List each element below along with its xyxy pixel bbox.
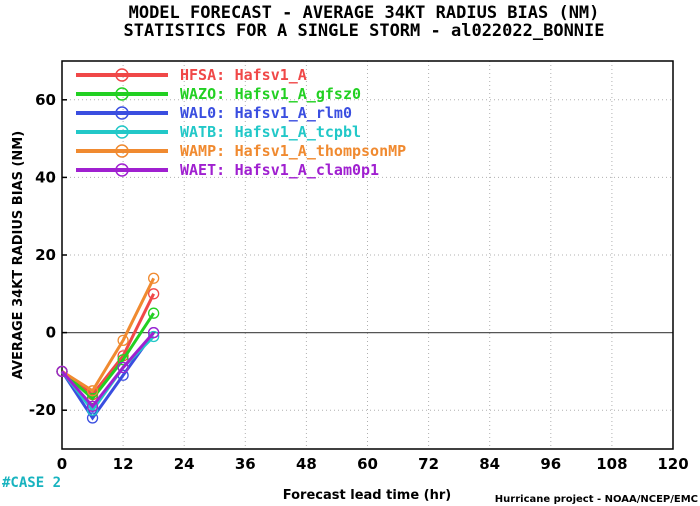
y-tick-label: 40 (35, 168, 56, 186)
plot-frame (61, 60, 674, 450)
legend-entry: HFSA: Hafsv1_A (76, 66, 307, 84)
data-point (147, 272, 160, 284)
legend-code: WAET: (180, 161, 225, 179)
legend-swatch-marker (115, 87, 129, 101)
data-point (86, 400, 99, 412)
x-tick-label: 48 (296, 455, 317, 473)
legend-code: WAMP: (180, 142, 225, 160)
y-axis-label: AVERAGE 34KT RADIUS BIAS (NM) (11, 131, 26, 379)
legend-entry: WAET: Hafsv1_A_clam0p1 (76, 161, 379, 179)
legend-name: Hafsv1_A_gfsz0 (235, 85, 361, 103)
legend-code: WAL0: (180, 104, 225, 122)
legend-swatch-marker (115, 163, 129, 177)
y-tick-label: 20 (35, 246, 56, 264)
legend-code: HFSA: (180, 66, 225, 84)
legend-swatch-marker (115, 144, 129, 158)
legend-entry: WATB: Hafsv1_A_tcpbl (76, 123, 361, 141)
legend-swatch-marker (115, 106, 129, 120)
data-point (86, 385, 99, 397)
data-point (117, 361, 129, 374)
legend-name: Hafsv1_A_rlm0 (235, 104, 352, 122)
y-tick-label: 60 (35, 91, 56, 109)
legend-entry: WAZO: Hafsv1_A_gfsz0 (76, 85, 361, 103)
legend: HFSA: Hafsv1_A WAZO: Hafsv1_A_gfsz0 WAL0: Haf… (76, 66, 406, 179)
x-tick-label: 0 (57, 455, 67, 473)
x-tick-label: 96 (540, 455, 561, 473)
legend-entry: WAMP: Hafsv1_A_thompsonMP (76, 142, 406, 160)
x-tick-label: 108 (596, 455, 627, 473)
legend-swatch-marker (115, 125, 129, 139)
grid (62, 61, 673, 449)
data-point (86, 412, 99, 424)
x-tick-label: 72 (418, 455, 439, 473)
series-line (61, 312, 155, 401)
chart-title: MODEL FORECAST - AVERAGE 34KT RADIUS BIA… (129, 3, 600, 23)
x-tick-label: 36 (235, 455, 256, 473)
x-tick-label: 84 (479, 455, 500, 473)
legend-entry: WAL0: Hafsv1_A_rlm0 (76, 104, 352, 122)
ticks: 0 12 24 36 48 60 72 84 96 108 120 -20 0 20 40 60 (29, 91, 689, 473)
legend-name: Hafsv1_A (235, 66, 307, 84)
data-point (147, 326, 160, 339)
x-tick-label: 12 (113, 455, 134, 473)
x-tick-label: 60 (357, 455, 378, 473)
series-line (60, 331, 155, 409)
x-tick-label: 120 (657, 455, 688, 473)
y-tick-label: 0 (46, 324, 56, 342)
y-tick-label: -20 (29, 401, 56, 419)
x-axis-label: Forecast lead time (hr) (283, 488, 451, 503)
data-point (56, 365, 68, 378)
data-point (147, 307, 160, 319)
series-waet (56, 326, 160, 412)
case-label: #CASE 2 (2, 475, 61, 491)
x-tick-label: 24 (174, 455, 195, 473)
legend-name: Hafsv1_A_thompsonMP (235, 142, 407, 160)
data-point (117, 334, 129, 347)
data-point (147, 288, 160, 300)
chart-subtitle: STATISTICS FOR A SINGLE STORM - al022022… (123, 21, 604, 41)
legend-swatch-marker (115, 68, 129, 82)
series (56, 272, 160, 424)
series-line (61, 277, 155, 393)
legend-name: Hafsv1_A_tcpbl (235, 123, 361, 141)
legend-name: Hafsv1_A_clam0p1 (235, 161, 380, 179)
footer-credit: Hurricane project - NOAA/NCEP/EMC (495, 494, 698, 505)
legend-code: WATB: (180, 123, 225, 141)
legend-code: WAZO: (180, 85, 225, 103)
